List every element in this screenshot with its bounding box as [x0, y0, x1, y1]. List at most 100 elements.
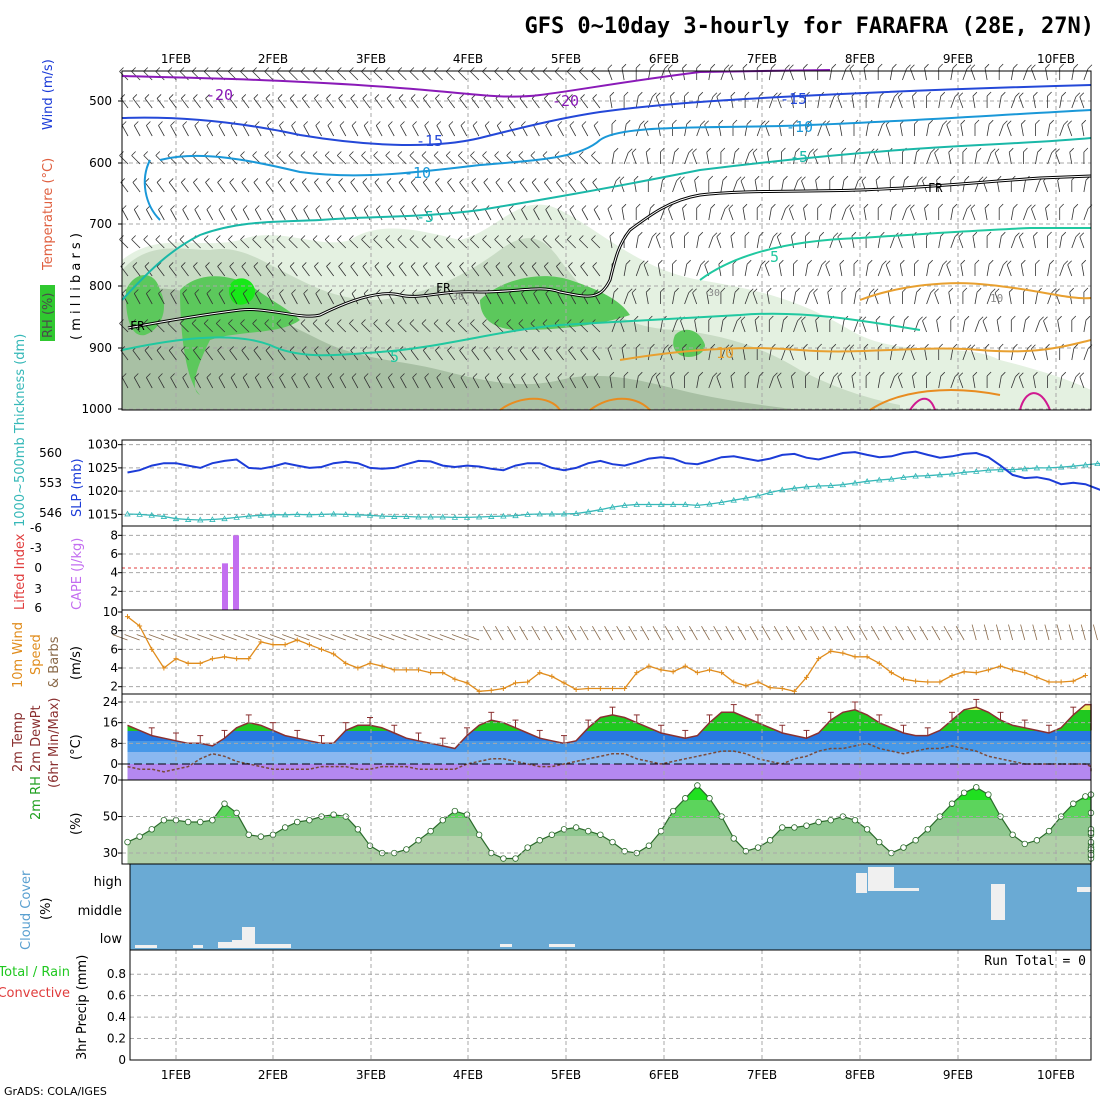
wind-barb [1010, 208, 1014, 221]
wind-barb [1083, 320, 1087, 333]
wind-barb [327, 293, 335, 305]
wind-barb [623, 124, 627, 137]
wind-barb [829, 376, 835, 389]
wind-barb-flag [892, 203, 897, 209]
wind-barb [912, 236, 915, 249]
wind-barb [655, 376, 661, 389]
wind-barb [458, 323, 468, 333]
wind10-barb [403, 634, 419, 641]
wind-barb [422, 182, 431, 193]
wind10-point [913, 678, 919, 684]
wind-barb-flag [191, 319, 197, 324]
wind-barb [433, 323, 443, 333]
wind-barb [950, 236, 956, 249]
wind-barb [926, 292, 932, 305]
wind-barb [756, 264, 762, 277]
wind-barb-flag [1033, 371, 1038, 377]
wind-barb-flag [809, 288, 814, 294]
wind-barb-flag [668, 64, 673, 70]
wind-barb [388, 377, 395, 389]
tick-label: 24 [103, 695, 118, 709]
rh2m-point [1045, 827, 1053, 835]
credit-label: GrADS: COLA/IGES [4, 1085, 107, 1098]
rh2m-point [1009, 831, 1016, 838]
wind-barb-flag [910, 344, 915, 350]
wind-barb-flag [397, 319, 403, 324]
thickness-markers [124, 460, 1100, 523]
wind-barb-flag [1031, 64, 1036, 70]
wind-barb-flag [506, 319, 511, 324]
wind-barb [277, 350, 286, 361]
wind10-point [840, 650, 846, 656]
wind10-barb [810, 625, 819, 641]
wind-barb-flag [803, 343, 808, 349]
thickness-point [827, 482, 834, 488]
wind-barb-flag [507, 178, 513, 183]
wind-barb [1023, 180, 1026, 193]
date-label-bottom: 5FEB [551, 1068, 581, 1082]
wind-barb [647, 236, 653, 249]
wind-barb-flag [291, 205, 296, 210]
wind-barb [470, 71, 480, 81]
wind-barb-flag [1001, 91, 1006, 97]
date-label-top: 10FEB [1037, 52, 1075, 66]
wind10-barb [919, 625, 929, 641]
wind10-label-2: Speed [29, 634, 44, 675]
wind-barb [361, 71, 371, 81]
wind-barb [1008, 152, 1012, 165]
wind-barb [194, 125, 201, 137]
wind-barb [732, 320, 738, 333]
wind-barb-flag [855, 147, 861, 153]
wind-barb [168, 182, 177, 193]
cloud-patch [1077, 887, 1091, 892]
wind-barb-flag [1033, 91, 1038, 97]
wind-barb-flag [300, 151, 306, 156]
wind-barb-flag [182, 373, 187, 378]
wind-barb-flag [543, 346, 549, 351]
wind-barb [206, 377, 214, 389]
wind-barb-flag [509, 205, 514, 210]
wind-barb-flag [518, 151, 524, 156]
wind-barb-flag [1051, 148, 1056, 154]
wind-barb [494, 323, 504, 333]
wind-barb [217, 350, 226, 361]
wind-barb-flag [421, 151, 427, 156]
thickness-tick: 560 [39, 446, 62, 460]
wind-barb [841, 320, 845, 333]
wind-barb-flag [875, 175, 881, 181]
wind-barb [998, 264, 1004, 277]
upper-panel-frame [121, 70, 1092, 411]
wind-barb [789, 348, 794, 361]
wind-barb-flag [607, 344, 613, 350]
wind-barb-flag [952, 343, 958, 349]
wind-barb-flag [974, 259, 980, 265]
wind-barb [621, 68, 625, 81]
wind-barb-flag [459, 178, 464, 183]
wind-barb [374, 98, 383, 109]
wind-barb-flag [506, 151, 511, 156]
wind-barb-flag [1049, 119, 1054, 125]
tick-label: 4 [110, 566, 118, 580]
wind-barb [647, 376, 653, 389]
wind-barb [448, 293, 456, 305]
wind-barb [349, 239, 359, 249]
wind-barb-flag [252, 151, 257, 156]
wind-barb-flag [326, 94, 331, 99]
wind-barb [1033, 96, 1036, 109]
precip-frame [129, 949, 1092, 1061]
wind-barb-flag [433, 319, 439, 324]
wind-barb [301, 98, 310, 109]
cloud-patch [232, 940, 242, 948]
wind10-barb [773, 625, 783, 641]
wind-barb [324, 155, 334, 165]
wind-barb-flag [807, 119, 812, 125]
wind-barb-flag [682, 343, 687, 349]
wind-barb-flag [1035, 259, 1040, 265]
thickness-point [306, 511, 313, 518]
wind-barb-flag [660, 147, 665, 153]
thickness-point [766, 489, 774, 495]
wind-barb [447, 350, 456, 361]
wind-barb-flag [960, 119, 966, 125]
wind10-point [464, 680, 470, 686]
cloud-patch [218, 942, 232, 948]
